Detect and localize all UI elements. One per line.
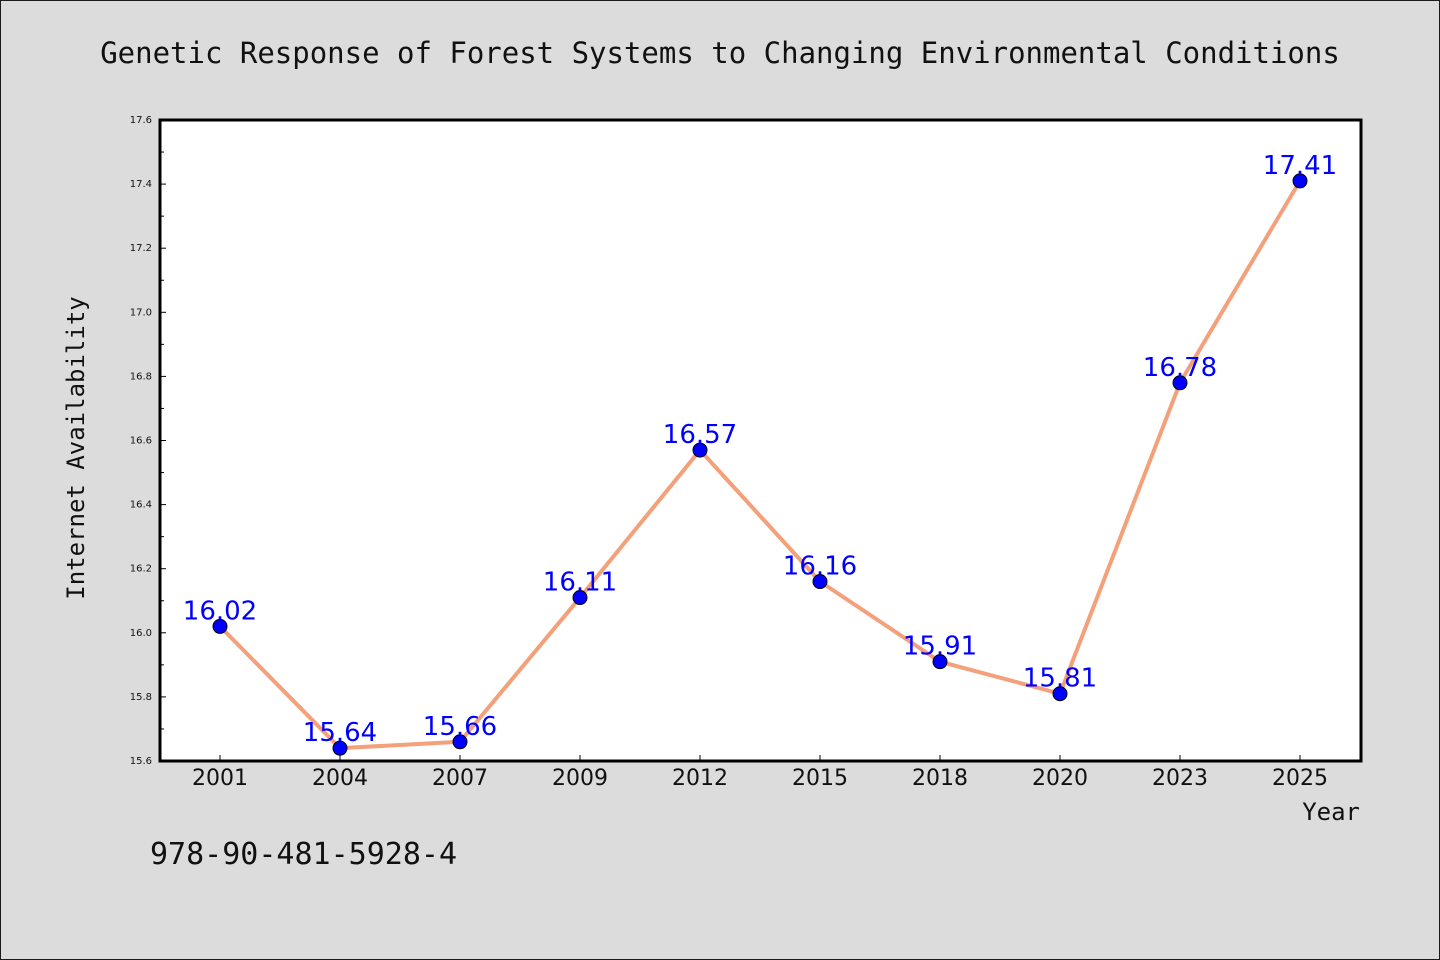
- y-tick-label: 16.6: [130, 436, 152, 447]
- x-axis: 2001 2004 2007 2009 2012 2015 2018 2020 2023 2025: [192, 755, 1328, 791]
- y-tick-label: 16.2: [130, 564, 152, 575]
- chart-title: Genetic Response of Forest Systems to Ch…: [100, 36, 1340, 70]
- x-tick-label: 2012: [672, 766, 728, 791]
- y-tick-label: 17.4: [130, 179, 152, 190]
- data-label: 15.91: [903, 632, 977, 662]
- y-tick-label: 16.8: [130, 371, 152, 382]
- x-tick-label: 2001: [192, 766, 248, 791]
- data-label: 17.41: [1263, 151, 1337, 181]
- x-tick-label: 2009: [552, 766, 608, 791]
- x-tick-label: 2007: [432, 766, 488, 791]
- data-label: 16.16: [783, 552, 857, 582]
- data-point: [692, 442, 708, 458]
- data-label: 16.11: [543, 568, 617, 598]
- x-tick-label: 2020: [1032, 766, 1088, 791]
- y-tick-label: 16.4: [130, 500, 152, 511]
- y-tick-label: 17.6: [130, 115, 152, 126]
- series-layer: 16.02 15.64 15.66 16.11 16.57 16.16 15.91 15.81…: [183, 151, 1337, 756]
- data-point: [332, 740, 348, 756]
- data-label: 16.02: [183, 596, 257, 626]
- data-point: [1292, 173, 1308, 189]
- x-axis-title: Year: [1302, 798, 1360, 826]
- data-label: 16.78: [1143, 353, 1217, 383]
- y-axis: 15.6 15.8 16.0 16.2 16.4 16.6 16.8 17.0 17.2 17.4…: [130, 115, 166, 767]
- data-point: [812, 574, 828, 590]
- x-tick-label: 2018: [912, 766, 968, 791]
- series-line: [218, 179, 1302, 751]
- x-tick-label: 2025: [1272, 766, 1328, 791]
- data-label: 15.66: [423, 712, 497, 742]
- data-point: [932, 654, 948, 670]
- y-tick-label: 17.2: [130, 243, 152, 254]
- y-tick-label: 15.8: [130, 692, 152, 703]
- isbn-text: 978-90-481-5928-4: [150, 837, 457, 872]
- y-tick-label: 16.0: [130, 628, 152, 639]
- y-tick-label: 17.0: [130, 307, 152, 318]
- x-tick-label: 2023: [1152, 766, 1208, 791]
- y-tick-label: 15.6: [130, 756, 152, 767]
- data-label: 15.64: [303, 718, 377, 748]
- data-point: [212, 618, 228, 634]
- data-point: [1052, 686, 1068, 702]
- data-point: [572, 590, 588, 606]
- data-point: [1172, 375, 1188, 391]
- y-axis-title: Internet Availability: [62, 296, 90, 599]
- data-label: 16.57: [663, 420, 737, 450]
- plot-area: [158, 118, 1363, 763]
- x-tick-label: 2004: [312, 766, 368, 791]
- data-point: [452, 734, 468, 750]
- data-label: 15.81: [1023, 664, 1097, 694]
- x-tick-label: 2015: [792, 766, 848, 791]
